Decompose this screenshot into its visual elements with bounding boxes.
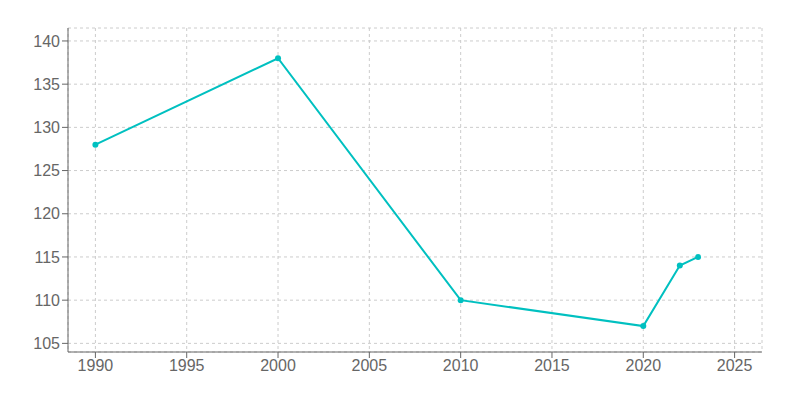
- svg-text:2015: 2015: [534, 357, 570, 374]
- svg-text:130: 130: [33, 119, 60, 136]
- svg-text:2010: 2010: [443, 357, 479, 374]
- svg-text:140: 140: [33, 33, 60, 50]
- svg-text:1990: 1990: [78, 357, 114, 374]
- svg-text:105: 105: [33, 335, 60, 352]
- svg-text:2025: 2025: [717, 357, 753, 374]
- svg-text:125: 125: [33, 162, 60, 179]
- svg-text:115: 115: [34, 249, 60, 266]
- svg-text:2000: 2000: [260, 357, 296, 374]
- svg-text:135: 135: [33, 76, 60, 93]
- svg-text:2020: 2020: [625, 357, 661, 374]
- svg-text:2005: 2005: [352, 357, 388, 374]
- svg-text:1995: 1995: [169, 357, 205, 374]
- svg-text:120: 120: [33, 205, 60, 222]
- svg-text:110: 110: [34, 292, 60, 309]
